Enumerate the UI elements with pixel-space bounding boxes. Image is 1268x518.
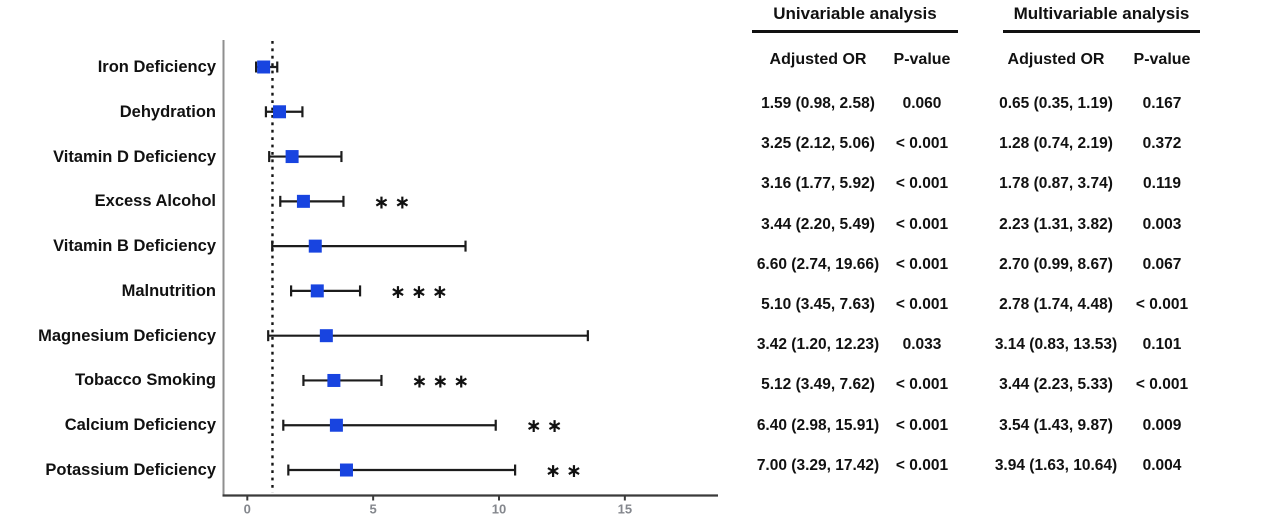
multi-p-value: 0.009 <box>1142 416 1182 434</box>
multi-or-value: 3.94 (1.63, 10.64) <box>994 456 1118 474</box>
multi-or-value: 3.44 (2.23, 5.33) <box>999 376 1113 394</box>
uni-p-value: < 0.001 <box>895 175 949 193</box>
uni-or-value: 3.25 (2.12, 5.06) <box>761 135 875 153</box>
multi-p-value: 0.004 <box>1142 456 1182 474</box>
uni-or-value: 5.10 (3.45, 7.63) <box>761 296 875 313</box>
uni-p-value: < 0.001 <box>895 135 949 153</box>
multivariable-p-value-header: P-value <box>1133 51 1191 68</box>
uni-or-value: 3.16 (1.77, 5.92) <box>761 175 875 193</box>
multi-or-value: 3.14 (0.83, 13.53) <box>994 336 1118 354</box>
multi-or-value: 3.54 (1.43, 9.87) <box>999 416 1113 434</box>
multi-p-value: 0.067 <box>1142 255 1182 273</box>
multi-or-value: 1.28 (0.74, 2.19) <box>999 135 1113 153</box>
uni-or-value: 6.60 (2.74, 19.66) <box>756 255 880 273</box>
univariable-adjusted-or-header: Adjusted OR <box>769 51 867 68</box>
multi-p-value: < 0.001 <box>1135 296 1189 313</box>
point-marker <box>273 105 287 119</box>
uni-p-value: < 0.001 <box>895 456 949 474</box>
multi-p-value: 0.167 <box>1142 95 1182 112</box>
point-marker <box>308 239 322 253</box>
multi-p-value: < 0.001 <box>1135 376 1189 394</box>
point-marker <box>319 329 333 343</box>
uni-p-value: 0.033 <box>902 336 942 354</box>
point-marker <box>327 373 341 387</box>
uni-p-value: < 0.001 <box>895 255 949 273</box>
point-marker <box>285 150 299 164</box>
point-marker <box>257 60 271 74</box>
uni-p-value: < 0.001 <box>895 376 949 394</box>
x-tick-label: 10 <box>492 502 506 517</box>
x-tick-label: 15 <box>618 502 632 517</box>
category-label: Dehydration <box>119 102 216 121</box>
uni-or-value: 6.40 (2.98, 15.91) <box>756 416 880 434</box>
uni-p-value: 0.060 <box>902 95 942 112</box>
category-label: Malnutrition <box>121 281 216 300</box>
category-label: Calcium Deficiency <box>64 416 216 435</box>
significance-asterisks: ∗∗ <box>545 460 587 482</box>
multi-p-value: 0.101 <box>1142 336 1182 354</box>
point-marker <box>329 418 343 432</box>
multi-or-value: 2.23 (1.31, 3.82) <box>999 215 1113 233</box>
point-marker <box>339 463 353 477</box>
univariable-group-title: Univariable analysis <box>773 4 937 23</box>
univariable-underline <box>752 30 958 33</box>
multivariable-underline <box>1003 30 1200 33</box>
multi-or-value: 2.70 (0.99, 8.67) <box>999 255 1113 273</box>
multi-or-value: 2.78 (1.74, 4.48) <box>999 296 1113 313</box>
multi-p-value: 0.372 <box>1142 135 1182 153</box>
multi-or-value: 1.78 (0.87, 3.74) <box>999 175 1113 193</box>
uni-or-value: 5.12 (3.49, 7.62) <box>761 376 875 394</box>
significance-asterisks: ∗∗∗ <box>390 281 453 303</box>
forest-plot: 0 5 10 15∗∗∗∗∗∗∗∗∗∗∗∗ <box>222 40 718 517</box>
uni-or-value: 3.42 (1.20, 12.23) <box>756 336 880 354</box>
point-marker <box>310 284 324 298</box>
multi-or-value: 0.65 (0.35, 1.19) <box>999 95 1113 112</box>
multivariable-adjusted-or-header: Adjusted OR <box>1007 51 1105 68</box>
category-label: Magnesium Deficiency <box>38 326 216 345</box>
multi-p-value: 0.003 <box>1142 215 1182 233</box>
x-tick-label: 0 <box>244 502 251 517</box>
uni-or-value: 7.00 (3.29, 17.42) <box>756 456 880 474</box>
uni-or-value: 1.59 (0.98, 2.58) <box>761 95 875 112</box>
category-label: Iron Deficiency <box>97 58 216 76</box>
x-tick-label: 5 <box>370 502 377 517</box>
uni-p-value: < 0.001 <box>895 215 949 233</box>
univariable-p-value-header: P-value <box>893 51 951 68</box>
category-label: Tobacco Smoking <box>75 371 216 390</box>
multivariable-group-title: Multivariable analysis <box>1013 4 1190 23</box>
multi-p-value: 0.119 <box>1143 175 1181 193</box>
significance-asterisks: ∗∗∗ <box>411 370 474 392</box>
category-label: Excess Alcohol <box>94 192 216 211</box>
uni-p-value: < 0.001 <box>895 296 949 313</box>
point-marker <box>296 194 310 208</box>
uni-p-value: < 0.001 <box>895 416 949 434</box>
significance-asterisks: ∗∗ <box>526 415 568 437</box>
category-label: Potassium Deficiency <box>45 461 216 480</box>
uni-or-value: 3.44 (2.20, 5.49) <box>761 215 875 233</box>
significance-asterisks: ∗∗ <box>373 191 415 213</box>
category-label: Vitamin D Deficiency <box>53 147 216 166</box>
category-label: Vitamin B Deficiency <box>53 237 216 256</box>
